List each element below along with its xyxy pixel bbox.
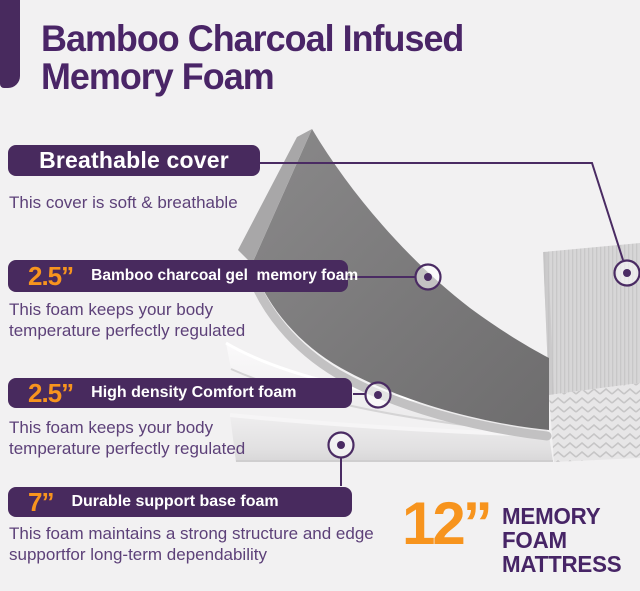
callout-banner-comfort-foam: 2.5” High density Comfort foam xyxy=(8,378,352,408)
marker-comfort-foam-icon xyxy=(364,381,392,409)
callout-banner-memory-foam: 2.5” Bamboo charcoal gel memory foam xyxy=(8,260,358,292)
callout-description: This foam maintains a strong structure a… xyxy=(9,524,374,564)
product-name-line1: MEMORY FOAM xyxy=(501,503,600,554)
title-line2: Memory Foam xyxy=(41,56,275,98)
callout-label: Breathable cover xyxy=(39,147,229,173)
product-name-line2: MATTRESS xyxy=(501,551,622,578)
thickness-badge: 7” xyxy=(28,487,54,517)
page-title: Bamboo Charcoal Infused Memory Foam xyxy=(41,18,464,98)
product-size-lockup: 12” MEMORY FOAM MATTRESS xyxy=(402,490,640,578)
callout-markers xyxy=(327,259,640,459)
marker-base-foam-icon xyxy=(327,431,355,459)
title-line1: Bamboo Charcoal Infused xyxy=(41,18,464,59)
thickness-badge: 2.5” xyxy=(28,378,74,408)
callout-description: This cover is soft & breathable xyxy=(9,193,238,212)
memory-foam-underside xyxy=(244,263,552,441)
marker-cover-icon xyxy=(613,259,640,287)
marker-memory-foam-icon xyxy=(414,263,442,291)
callout-banner-breathable-cover: Breathable cover xyxy=(8,145,260,176)
callout-label: High density Comfort foam xyxy=(91,384,297,401)
thickness-badge: 2.5” xyxy=(28,261,74,291)
callout-label: Bamboo charcoal gel memory foam xyxy=(91,267,359,284)
corner-accent-bar xyxy=(0,0,20,88)
callout-lines xyxy=(259,162,624,486)
callout-label: Durable support base foam xyxy=(71,493,279,510)
callout-description: This foam keeps your body temperature pe… xyxy=(9,418,246,458)
product-name: MEMORY FOAM MATTRESS xyxy=(501,495,636,578)
callout-line-cover xyxy=(259,162,624,261)
callout-banner-base-foam: 7” Durable support base foam xyxy=(8,487,352,517)
callout-description: This foam keeps your body temperature pe… xyxy=(9,300,246,340)
mattress-size: 12” xyxy=(402,490,493,557)
mattress-cover xyxy=(543,243,640,462)
